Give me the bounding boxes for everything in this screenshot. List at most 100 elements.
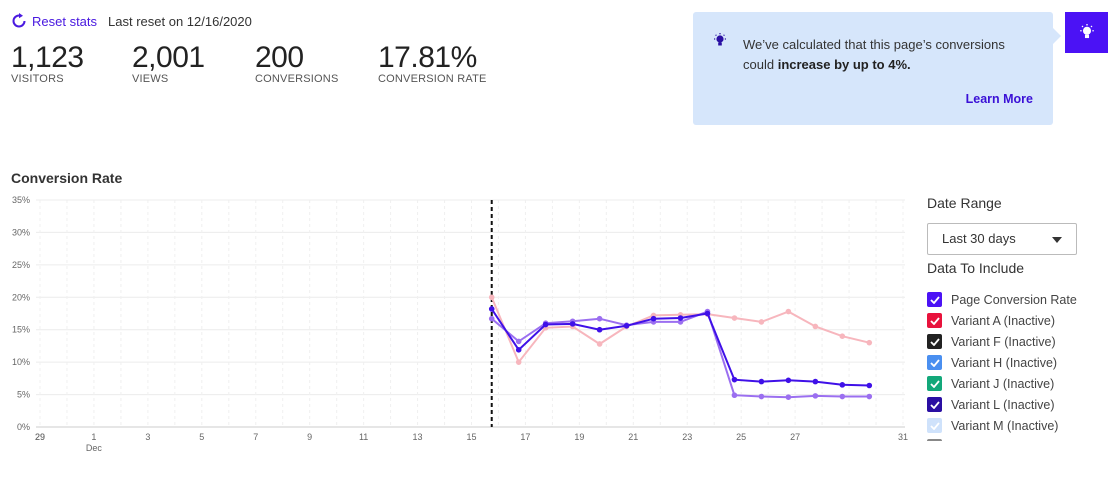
data-include-title: Data To Include — [927, 260, 1025, 276]
checkbox-checked-icon[interactable] — [927, 355, 942, 370]
x-month-label: Dec — [86, 443, 103, 453]
data-point — [866, 339, 873, 346]
date-range-value: Last 30 days — [942, 231, 1016, 246]
data-point — [731, 392, 738, 399]
series-line — [488, 306, 873, 389]
x-tick-label: 11 — [359, 432, 368, 442]
stat-label: CONVERSIONS — [255, 73, 339, 85]
checkbox-checked-icon[interactable] — [927, 397, 942, 412]
reset-stats-label: Reset stats — [32, 13, 98, 29]
stat-visitors: 1,123 VISITORS — [11, 42, 84, 86]
checkbox-checked-icon[interactable] — [927, 439, 942, 441]
checkbox-checked-icon[interactable] — [927, 334, 942, 349]
data-point — [785, 308, 792, 315]
x-tick-label: 17 — [520, 432, 530, 442]
checkbox-checked-icon[interactable] — [927, 292, 942, 307]
data-include-label: Variant M (Inactive) — [951, 418, 1059, 433]
data-point — [731, 376, 738, 383]
lightbulb-icon — [1079, 23, 1094, 38]
x-tick-label: 3 — [145, 432, 150, 442]
x-tick-label: 13 — [413, 432, 423, 442]
data-point — [596, 341, 603, 347]
data-point — [596, 315, 603, 322]
data-point — [866, 382, 873, 389]
data-point — [758, 378, 765, 385]
y-tick-label: 30% — [12, 227, 30, 237]
data-point — [650, 315, 657, 322]
data-point — [623, 323, 630, 329]
stat-label: VISITORS — [11, 73, 64, 85]
x-tick-label: 5 — [199, 432, 204, 442]
data-include-item[interactable]: Variant L (Inactive) — [927, 394, 1108, 415]
data-point — [812, 323, 819, 330]
insight-tooltip: We’ve calculated that this page’s conver… — [693, 12, 1061, 125]
x-tick-label: 31 — [898, 432, 908, 442]
data-include-label: Variant L (Inactive) — [951, 397, 1055, 412]
refresh-icon — [12, 13, 26, 28]
data-point — [839, 382, 846, 388]
data-include-label: Variant J (Inactive) — [951, 376, 1055, 391]
data-include-item[interactable]: Variant M (Inactive) — [927, 415, 1108, 436]
stat-value: 17.81% — [378, 41, 477, 74]
data-point — [677, 315, 684, 321]
insight-text-bold: increase by up to 4%. — [777, 57, 911, 72]
data-point — [731, 315, 738, 321]
data-point — [812, 393, 819, 399]
date-range-select[interactable]: Last 30 days — [927, 223, 1077, 255]
data-include-label: Variant F (Inactive) — [951, 334, 1056, 349]
x-tick-label: 23 — [682, 432, 692, 442]
data-point — [785, 394, 792, 400]
date-range-title: Date Range — [927, 195, 1002, 211]
checkbox-checked-icon[interactable] — [927, 418, 942, 433]
checkbox-checked-icon[interactable] — [927, 313, 942, 328]
x-tick-label: 21 — [628, 432, 638, 442]
stat-label: CONVERSION RATE — [378, 73, 487, 85]
data-point — [542, 321, 549, 328]
reset-row: Reset stats Last reset on 12/16/2020 — [11, 13, 252, 29]
stat-value: 2,001 — [132, 41, 205, 74]
conversion-rate-chart: 0%5%10%15%20%25%30%35% 29 1 3 5 7 9 11 13 15 17 19… — [12, 195, 908, 453]
insights-button[interactable] — [1065, 12, 1108, 53]
stat-value: 200 — [255, 41, 304, 74]
learn-more-link[interactable]: Learn More — [965, 92, 1033, 106]
data-point — [812, 378, 819, 385]
x-tick-label: 29 — [35, 432, 45, 442]
y-tick-label: 25% — [12, 260, 30, 270]
checkbox-checked-icon[interactable] — [927, 376, 942, 391]
data-point — [839, 393, 846, 400]
data-point — [866, 393, 873, 400]
x-tick-label: 19 — [574, 432, 584, 442]
data-include-item[interactable]: Variant F (Inactive) — [927, 331, 1108, 352]
reset-stats-link[interactable]: Reset stats — [11, 13, 97, 29]
data-point — [785, 377, 792, 384]
data-include-item[interactable]: Variant A (Inactive) — [927, 310, 1108, 331]
x-tick-label: 1 — [91, 432, 96, 442]
stat-label: VIEWS — [132, 73, 169, 85]
data-include-item[interactable]: Variant H (Inactive) — [927, 352, 1108, 373]
data-point — [758, 393, 765, 400]
stat-conversion-rate: 17.81% CONVERSION RATE — [378, 41, 487, 86]
y-tick-label: 0% — [17, 422, 30, 432]
data-include-label: Variant N (Inactive) — [951, 440, 1057, 442]
lightbulb-icon — [713, 33, 727, 54]
data-point — [704, 310, 711, 317]
x-tick-label: 25 — [736, 432, 746, 442]
last-reset-text: Last reset on 12/16/2020 — [108, 13, 252, 29]
data-include-item[interactable]: Variant N (Inactive) — [927, 436, 1108, 441]
data-point — [569, 321, 576, 327]
data-point — [839, 333, 846, 340]
y-tick-label: 35% — [12, 195, 30, 205]
chart-title: Conversion Rate — [11, 170, 123, 186]
data-include-item[interactable]: Page Conversion Rate — [927, 289, 1108, 310]
data-point — [488, 294, 495, 301]
y-tick-label: 10% — [12, 357, 30, 367]
x-tick-label: 29 — [35, 432, 45, 442]
data-include-label: Variant H (Inactive) — [951, 355, 1058, 370]
insight-text-start: We’ve calculated that this page’s conver… — [743, 37, 1005, 72]
data-point — [488, 315, 495, 322]
data-include-item[interactable]: Variant J (Inactive) — [927, 373, 1108, 394]
data-include-label: Variant A (Inactive) — [951, 313, 1055, 328]
data-include-list: Page Conversion Rate Variant A (Inactive)… — [927, 289, 1108, 441]
data-point — [596, 326, 603, 333]
x-tick-label: 7 — [253, 432, 258, 442]
